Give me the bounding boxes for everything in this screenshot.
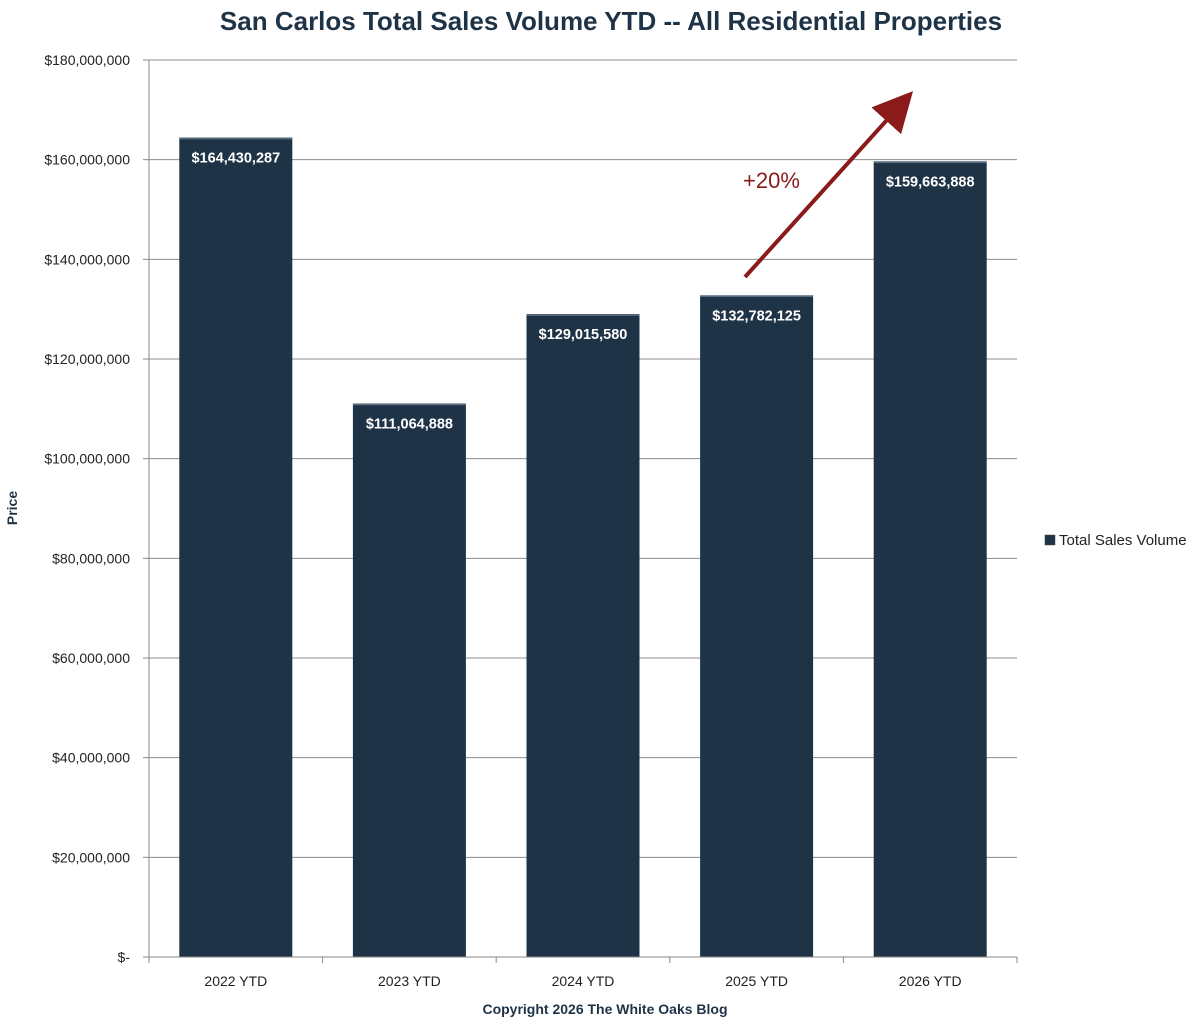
legend-swatch [1044,534,1056,546]
data-label: $129,015,580 [539,327,628,343]
growth-annotation: +20% [743,91,914,279]
y-tick-label: $100,000,000 [44,451,130,467]
y-tick-label: $160,000,000 [44,152,130,168]
x-axis-label: Copyright 2026 The White Oaks Blog [482,1001,727,1017]
legend-label: Total Sales Volume [1059,532,1187,549]
x-tick-label: 2026 YTD [899,973,962,989]
growth-annotation-label: +20% [743,168,800,193]
bars [179,137,987,958]
y-axis-ticks: $- $20,000,000 $40,000,000 $60,000,000 $80,0… [44,52,149,965]
y-tick-label: $120,000,000 [44,351,130,367]
y-tick-label: $80,000,000 [52,550,130,566]
data-label: $164,430,287 [191,151,280,167]
y-tick-label: $140,000,000 [44,251,130,267]
y-tick-label: $- [118,949,131,965]
data-label: $111,064,888 [366,417,453,433]
x-tick-label: 2022 YTD [204,973,267,989]
bar [700,295,814,958]
bar [873,161,987,958]
legend: Total Sales Volume [1044,532,1187,549]
x-tick-label: 2023 YTD [378,973,441,989]
y-tick-label: $40,000,000 [52,750,130,766]
y-tick-label: $60,000,000 [52,650,130,666]
x-tick-label: 2024 YTD [552,973,615,989]
data-label: $132,782,125 [712,308,801,324]
y-tick-label: $20,000,000 [52,849,130,865]
x-tick-label: 2025 YTD [725,973,788,989]
growth-arrow [743,91,914,279]
data-labels: $164,430,287 $111,064,888 $129,015,580 $132… [191,151,974,433]
data-label: $159,663,888 [886,174,975,190]
chart-title: San Carlos Total Sales Volume YTD -- All… [220,6,1002,36]
bar [179,137,293,958]
y-tick-label: $180,000,000 [44,52,130,68]
bar [526,314,640,957]
y-axis-label: Price [4,491,20,525]
x-axis-ticks: 2022 YTD 2023 YTD 2024 YTD 2025 YTD 2026 YTD [148,957,1018,989]
bar [352,403,466,958]
